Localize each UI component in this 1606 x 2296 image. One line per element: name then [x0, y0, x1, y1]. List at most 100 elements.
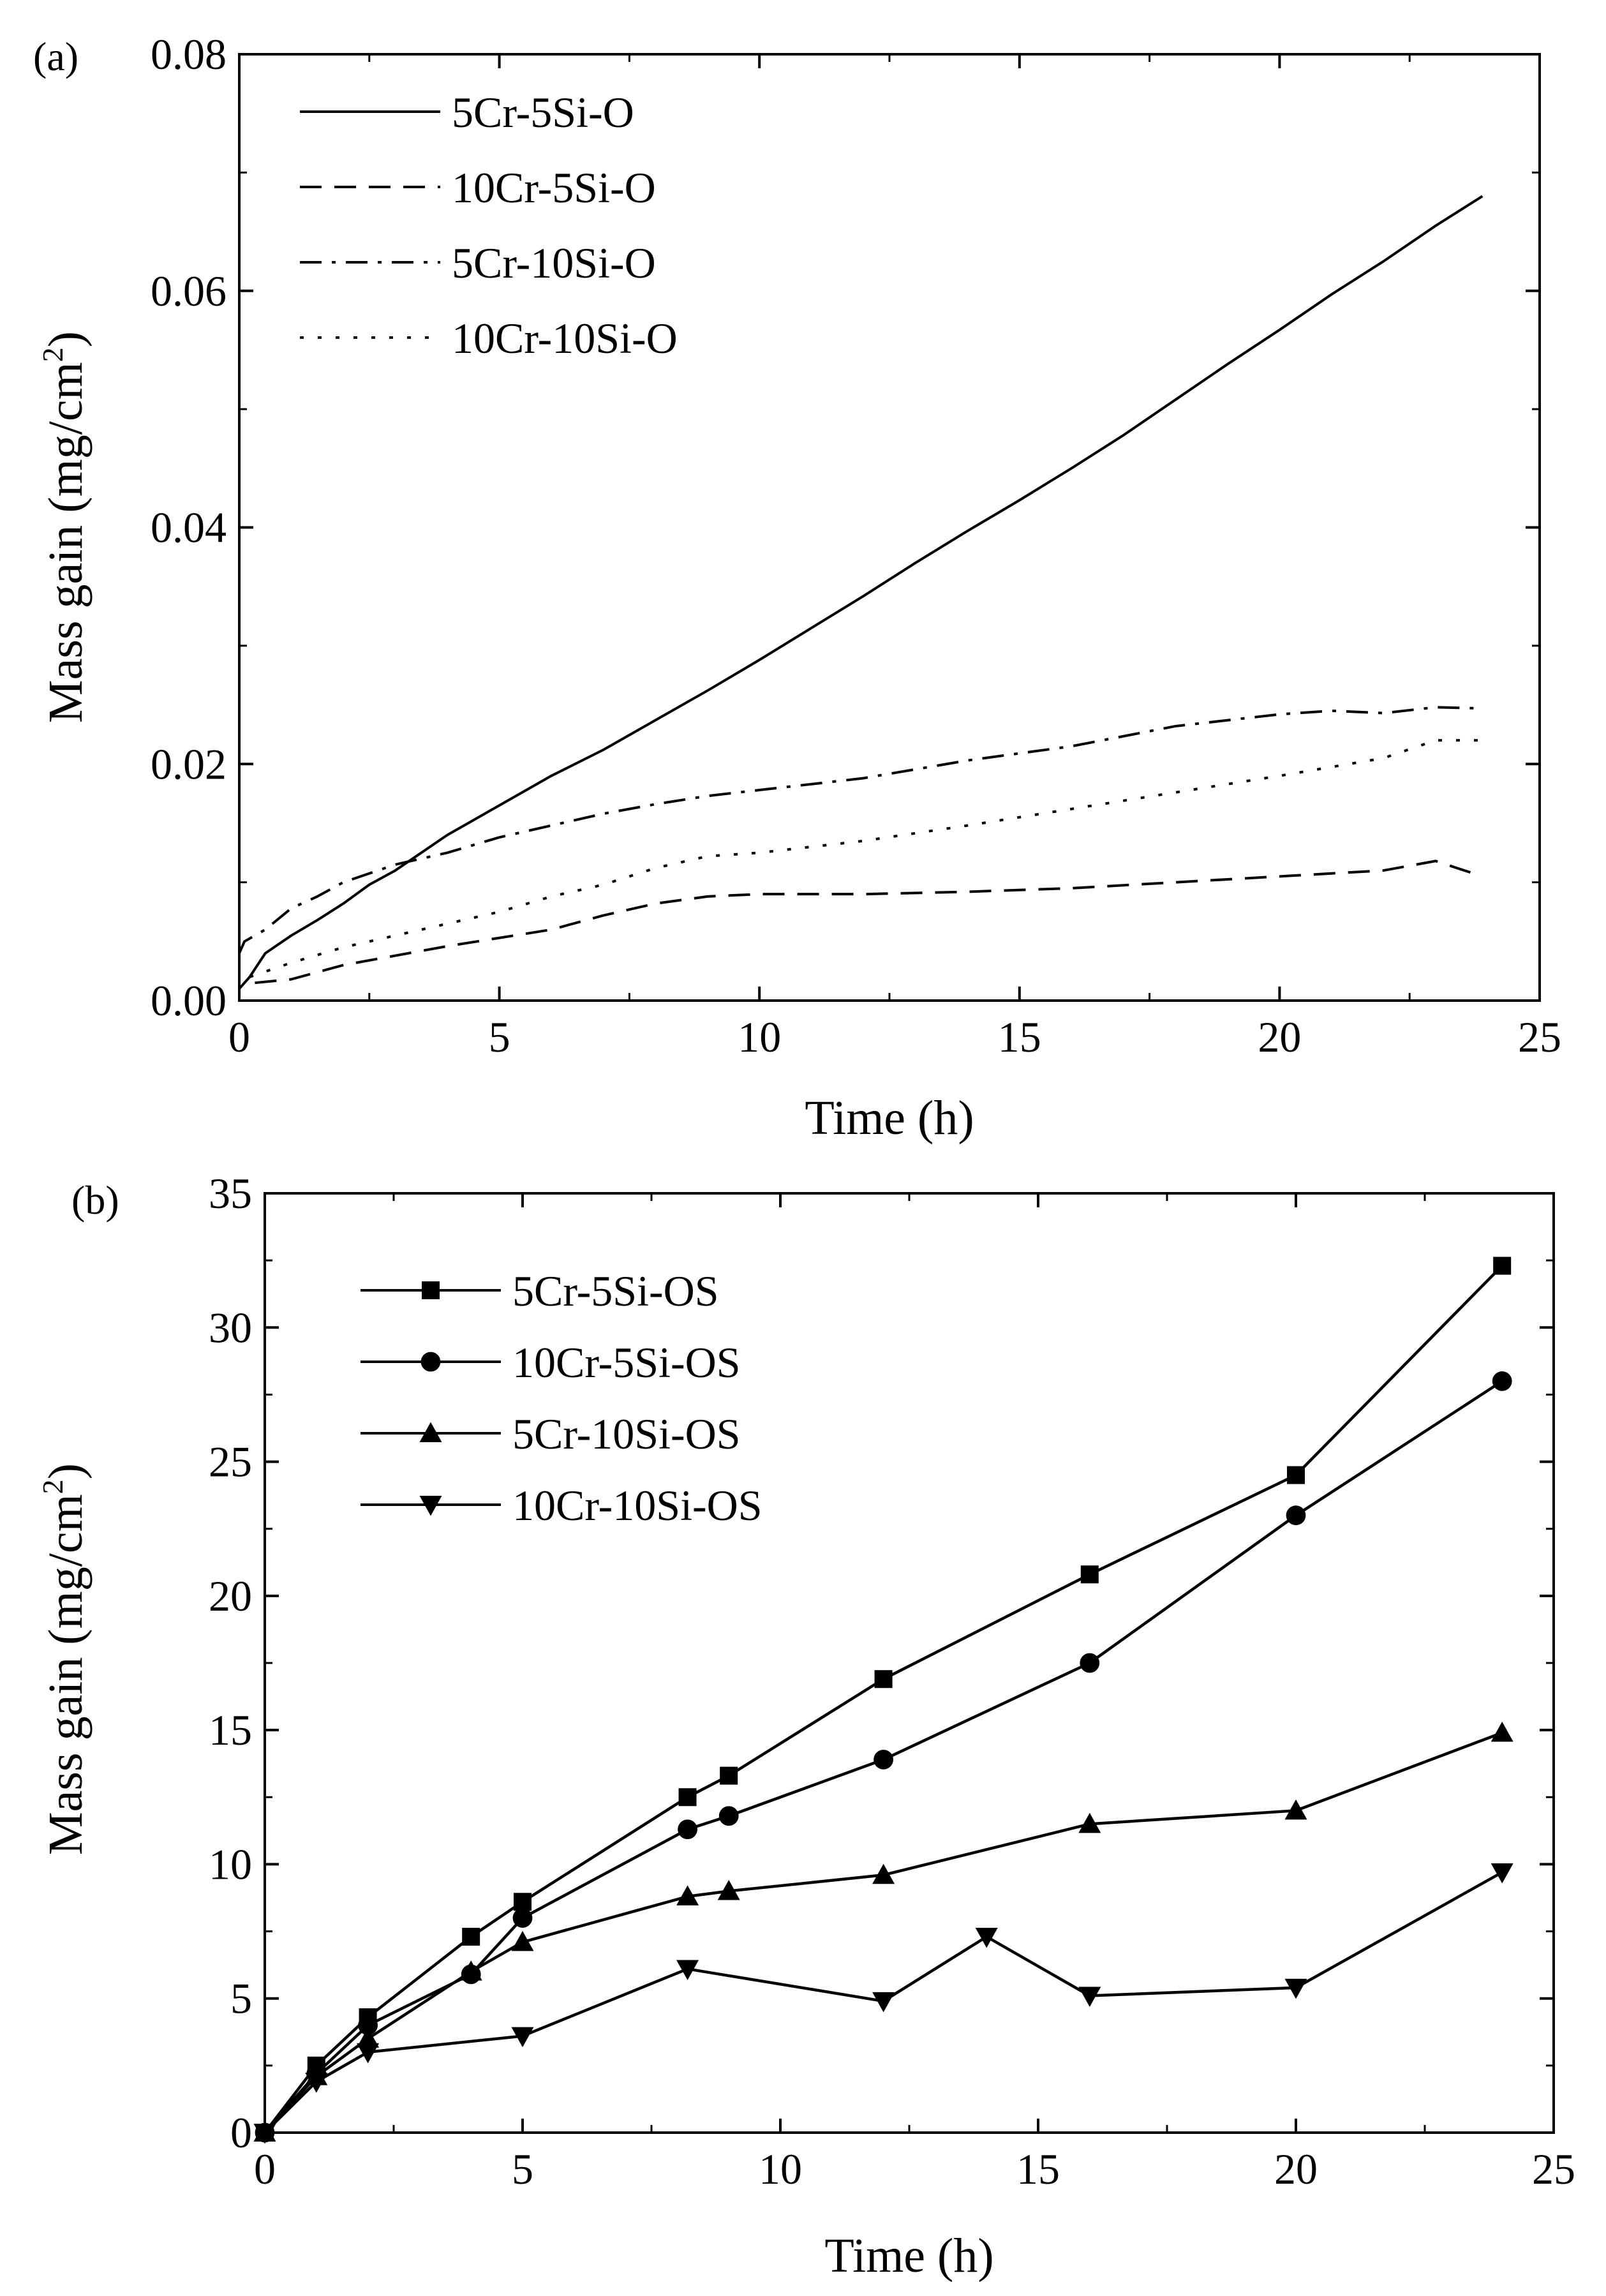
data-point [512, 1908, 533, 1928]
data-point [676, 1885, 699, 1905]
y-tick-label: 0.06 [151, 267, 227, 315]
data-point [1284, 1978, 1307, 1999]
y-tick-label: 15 [209, 1706, 252, 1754]
series-line [238, 706, 1483, 954]
data-point [357, 2043, 380, 2064]
data-point [1080, 1565, 1099, 1584]
data-point [1491, 1863, 1513, 1884]
series-10Cr-5Si-OS: 10Cr-5Si-OS [255, 1338, 1512, 2143]
chart-panel-b: 0 5 10 15 20 25 0 5 10 15 20 25 30 35 (b) Time (h) Mass … [36, 1169, 1575, 2283]
series-5Cr-5Si-OS: 5Cr-5Si-OS [256, 1256, 1512, 2142]
y-axis-label-text: Mass gain (mg/cm [39, 362, 93, 723]
data-point [511, 2027, 534, 2048]
x-tick-label: 25 [1532, 2145, 1575, 2193]
data-point [874, 1670, 893, 1688]
data-point [872, 1863, 895, 1884]
data-point [678, 1788, 697, 1807]
legend-label: 10Cr-5Si-OS [512, 1338, 741, 1387]
chart-panel-a: 0 5 10 15 20 25 0.00 0.02 0.04 0.06 0.08 (a) Time (h… [33, 30, 1561, 1145]
legend-label: 5Cr-5Si-OS [512, 1267, 719, 1315]
x-axis-label: Time (h) [824, 2229, 993, 2283]
data-point [717, 1879, 740, 1900]
data-point [872, 1992, 895, 2013]
panel-label: (a) [33, 34, 78, 79]
x-tick-label: 5 [512, 2145, 533, 2193]
data-point [874, 1750, 893, 1770]
x-tick-label: 10 [738, 1013, 781, 1061]
legend-marker [422, 1281, 440, 1299]
x-tick-label: 25 [1518, 1013, 1561, 1061]
data-point [1284, 1799, 1307, 1820]
y-tick-label: 0 [230, 2108, 252, 2157]
plot-frame [264, 1192, 1555, 2134]
legend-label: 10Cr-10Si-OS [512, 1481, 762, 1530]
data-point [459, 1960, 482, 1981]
data-point [1493, 1256, 1512, 1275]
series-line [264, 1731, 1503, 2134]
legend-label: 10Cr-5Si-O [452, 163, 656, 212]
data-point [514, 1893, 532, 1911]
x-axis-label: Time (h) [805, 1091, 974, 1145]
data-point [1078, 1812, 1101, 1833]
series-5Cr-10Si-OS: 5Cr-10Si-OS [253, 1410, 1513, 2142]
x-tick-label: 0 [228, 1013, 250, 1061]
legend-marker [420, 1352, 441, 1372]
data-point [305, 2073, 328, 2093]
y-axis-label-end: ) [39, 331, 93, 347]
plot-frame [238, 53, 1541, 1002]
data-point [511, 1930, 534, 1951]
legend-label: 10Cr-10Si-O [452, 314, 678, 362]
legend-label: 5Cr-5Si-O [452, 88, 634, 137]
data-point [253, 2124, 276, 2144]
x-tick-label: 15 [1016, 2145, 1060, 2193]
panel-label: (b) [71, 1177, 119, 1223]
x-tick-label: 5 [489, 1013, 510, 1061]
data-point [676, 1960, 699, 1980]
series-5Cr-5Si-O: 5Cr-5Si-O [238, 88, 1483, 990]
data-point [462, 1927, 480, 1946]
y-tick-label: 0.02 [151, 740, 227, 788]
data-point [1491, 1721, 1513, 1742]
y-tick-label: 35 [209, 1169, 252, 1218]
y-axis-label-end: ) [39, 1463, 93, 1479]
data-point [1286, 1505, 1306, 1526]
data-point [718, 1806, 739, 1826]
legend-marker [419, 1496, 442, 1516]
y-axis-label: Mass gain (mg/cm2) [36, 331, 93, 723]
data-point [678, 1819, 697, 1840]
y-axis-label-sup: 2 [36, 1479, 69, 1494]
x-tick-label: 0 [254, 2145, 276, 2193]
y-tick-label: 5 [230, 1974, 252, 2023]
y-tick-label: 25 [209, 1438, 252, 1486]
y-tick-label: 0.08 [151, 30, 227, 78]
data-point [1078, 1987, 1101, 2008]
legend-label: 5Cr-10Si-O [452, 239, 656, 287]
data-point [975, 1927, 998, 1948]
y-axis-label: Mass gain (mg/cm2) [36, 1463, 93, 1855]
y-tick-label: 10 [209, 1840, 252, 1888]
x-tick-label: 20 [1274, 2145, 1318, 2193]
y-tick-label: 30 [209, 1303, 252, 1352]
x-tick-label: 15 [998, 1013, 1041, 1061]
x-tick-label: 10 [759, 2145, 802, 2193]
data-point [720, 1766, 738, 1785]
series-10Cr-10Si-O: 10Cr-10Si-O [249, 314, 1483, 978]
data-point [1492, 1371, 1512, 1391]
series-line [255, 860, 1483, 985]
y-tick-label: 0.04 [151, 503, 227, 552]
data-point [357, 2027, 380, 2048]
y-axis-label-sup: 2 [36, 347, 69, 362]
series-line [238, 195, 1483, 990]
series-line [264, 1871, 1503, 2134]
legend-label: 5Cr-10Si-OS [512, 1410, 741, 1458]
y-tick-label: 20 [209, 1572, 252, 1620]
series-5Cr-10Si-O: 5Cr-10Si-O [238, 239, 1483, 954]
series-10Cr-5Si-O: 10Cr-5Si-O [255, 163, 1483, 985]
legend-marker [419, 1422, 442, 1442]
series-10Cr-10Si-OS: 10Cr-10Si-OS [253, 1481, 1513, 2144]
y-axis-label-text: Mass gain (mg/cm [39, 1494, 93, 1855]
y-tick-label: 0.00 [151, 976, 227, 1025]
x-tick-label: 20 [1258, 1013, 1301, 1061]
data-point [1080, 1653, 1100, 1673]
